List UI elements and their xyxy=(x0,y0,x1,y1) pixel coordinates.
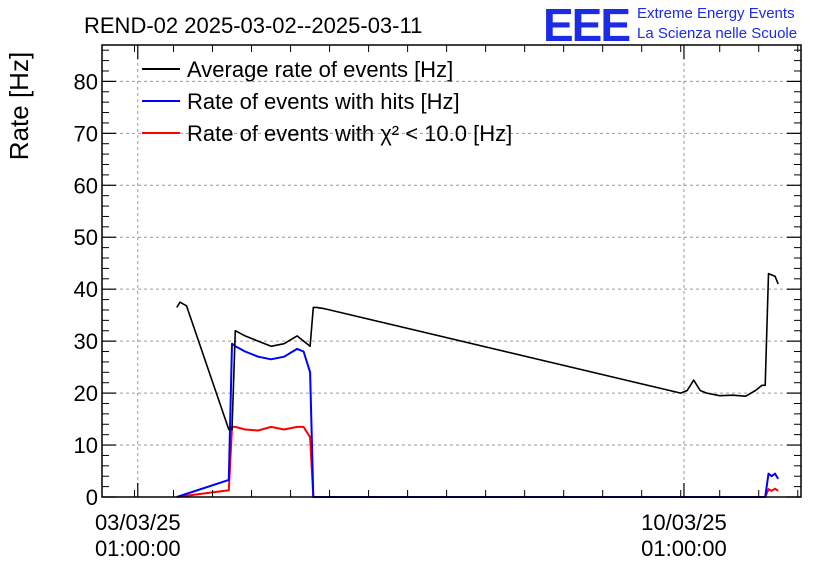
chart-title: REND-02 2025-03-02--2025-03-11 xyxy=(84,13,422,38)
x-tick-date: 10/03/25 xyxy=(641,510,727,535)
chi2-rate-line xyxy=(176,425,779,498)
y-tick-label: 10 xyxy=(74,433,98,458)
legend: Average rate of events [Hz] Rate of event… xyxy=(142,57,512,146)
y-tick-label: 40 xyxy=(74,277,98,302)
grid-lines xyxy=(102,45,801,497)
logo-line-1: Extreme Energy Events xyxy=(637,5,795,22)
average-rate-line xyxy=(176,272,779,431)
plot-frame xyxy=(101,44,802,498)
axis-ticks: 0102030405060708003/03/2501:00:0010/03/2… xyxy=(74,45,801,561)
legend-entry: Rate of events with χ² < 10.0 [Hz] xyxy=(187,121,512,146)
series-lines xyxy=(176,272,780,498)
x-tick-time: 01:00:00 xyxy=(641,536,727,561)
y-tick-label: 50 xyxy=(74,225,98,250)
x-tick-time: 01:00:00 xyxy=(95,536,181,561)
y-tick-label: 80 xyxy=(74,69,98,94)
hits-rate-line xyxy=(176,342,780,498)
eee-logo: EEE Extreme Energy Events La Scienza nel… xyxy=(543,0,797,51)
legend-entry: Rate of events with hits [Hz] xyxy=(187,89,460,114)
y-tick-label: 60 xyxy=(74,173,98,198)
x-tick-date: 03/03/25 xyxy=(95,510,181,535)
logo-line-2: La Scienza nelle Scuole xyxy=(637,25,797,42)
y-tick-label: 20 xyxy=(74,381,98,406)
y-tick-label: 0 xyxy=(86,485,98,510)
y-axis-label: Rate [Hz] xyxy=(4,52,34,160)
legend-entry: Average rate of events [Hz] xyxy=(187,57,453,82)
y-tick-label: 70 xyxy=(74,121,98,146)
eee-logo-mark: EEE xyxy=(543,0,629,51)
y-tick-label: 30 xyxy=(74,329,98,354)
